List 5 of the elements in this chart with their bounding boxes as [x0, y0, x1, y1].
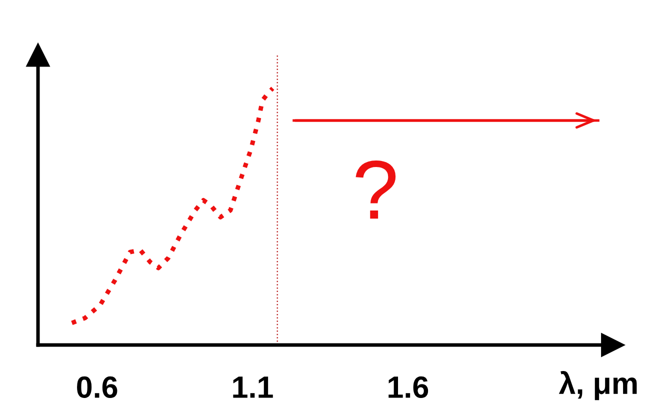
x-tick-label: 0.6	[77, 376, 118, 398]
annotation: ?	[356, 160, 396, 219]
x-axis-title: λ, μm	[558, 370, 637, 400]
x-tick-label: 1.1	[233, 376, 273, 398]
x-tick-label: 1.6	[388, 376, 428, 398]
